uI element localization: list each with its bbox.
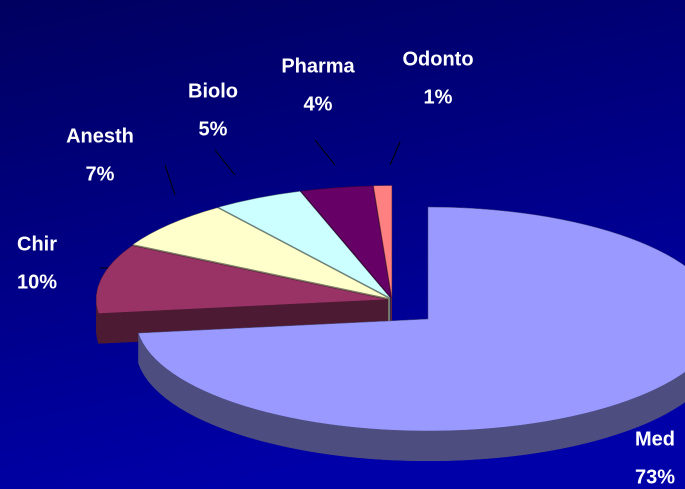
slice-side <box>96 299 99 344</box>
slice-label: Biolo <box>188 80 238 102</box>
slice <box>137 206 685 462</box>
slice-label: Anesth <box>66 125 134 147</box>
slice-top <box>137 206 685 432</box>
slice-value-label: 10% <box>17 271 57 293</box>
slice-top <box>217 191 391 299</box>
slice-top <box>132 207 390 299</box>
slice-label: Chir <box>17 233 57 255</box>
slice-top <box>300 185 392 299</box>
leader-line <box>314 139 336 166</box>
slice-label: Pharma <box>281 55 355 77</box>
slice-top <box>95 245 389 314</box>
leader-line <box>389 141 401 166</box>
slice-value-label: 4% <box>304 93 333 115</box>
slice-value-label: 7% <box>86 163 115 185</box>
leader-line <box>214 149 236 176</box>
slice-value-label: 73% <box>635 466 675 488</box>
slice-value-label: 5% <box>199 118 228 140</box>
slice-side <box>138 333 685 462</box>
slice-value-label: 1% <box>424 86 453 108</box>
slice-label: Med <box>635 428 675 450</box>
slice-top <box>373 185 393 298</box>
leader-line <box>164 164 176 196</box>
slice-label: Odonto <box>402 48 473 70</box>
